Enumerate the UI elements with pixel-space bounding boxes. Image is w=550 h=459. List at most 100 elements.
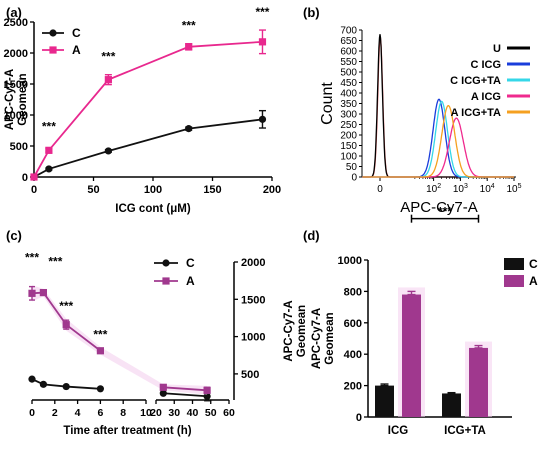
y-tick-label: 200	[340, 131, 357, 142]
data-point-C	[258, 115, 267, 123]
x-tick-label: 102	[426, 183, 441, 195]
y-tick-label: 0	[22, 172, 28, 184]
y-tick-label: 550	[340, 57, 357, 68]
x-axis-label: ICG cont (μM)	[115, 203, 191, 215]
y-axis-label: APC-Cy7-AGeomean	[283, 300, 308, 361]
legend-label: C	[186, 256, 195, 270]
data-point-C	[104, 147, 112, 155]
x-tick-label: 50	[205, 407, 217, 419]
x-tick-exponent: 3	[464, 183, 468, 190]
data-point-A	[104, 76, 112, 84]
x-tick-label: 103	[453, 183, 468, 195]
x-tick-label: 6	[97, 407, 103, 419]
panel-b-chart: 0501001502002503003504004505005506006507…	[319, 26, 530, 216]
y-tick-label: 800	[344, 286, 362, 298]
panel-a-chart: 0 500 1000 1500 2000 2500 0 50 100 150 200 ICG cont…	[4, 5, 282, 215]
x-tick-label: 105	[506, 183, 521, 195]
y-tick-label: 250	[340, 120, 357, 131]
x-tick-label: 20	[150, 407, 162, 419]
y-tick-label: 100	[340, 152, 357, 163]
y-tick-label: 500	[10, 141, 28, 153]
x-tick-label: 40	[187, 407, 199, 419]
legend-label: A	[72, 43, 81, 57]
x-tick-base: 10	[506, 184, 518, 195]
x-tick-exponent: 5	[518, 183, 522, 190]
legend-marker	[162, 277, 170, 285]
x-tick-base: 10	[426, 184, 438, 195]
y-tick-label: 500	[241, 369, 259, 381]
y-tick-label: 1000	[4, 110, 28, 122]
panel-a-tag: (a)	[6, 5, 22, 20]
y-tick-label: 1500	[4, 79, 28, 91]
x-tick-label: 100	[144, 184, 162, 196]
data-point-C	[39, 380, 48, 388]
panel-d-chart: 0 200 400 600 800 1000 APC-Cy7-AGeomean ICG ICG+…	[311, 205, 538, 437]
y-tick-label: 300	[340, 110, 357, 121]
x-tick-label: 0	[29, 407, 35, 419]
data-point-C	[45, 165, 53, 173]
legend-marker	[162, 259, 170, 267]
legend-label: A ICG	[471, 91, 501, 103]
data-point-C	[185, 125, 193, 133]
panel-b-tag: (b)	[303, 5, 320, 20]
data-point-A	[203, 386, 211, 394]
x-tick-label: 4	[75, 407, 81, 419]
data-point-A	[30, 173, 38, 181]
significance-marker: ***	[182, 19, 196, 33]
significance-marker: ***	[25, 251, 39, 265]
legend-label: C ICG	[470, 59, 501, 71]
x-tick-label: 200	[263, 184, 281, 196]
legend-marker	[49, 29, 57, 37]
significance-marker: ***	[48, 254, 62, 268]
x-category-label: ICG	[388, 425, 409, 437]
series-line-A	[163, 386, 208, 392]
x-tick-base: 0	[377, 184, 383, 195]
legend-label: A	[186, 274, 195, 288]
x-tick-label: 10	[140, 407, 152, 419]
y-tick-label: 0	[356, 412, 362, 424]
y-tick-label: 1000	[241, 332, 265, 344]
data-point-A	[62, 321, 70, 329]
significance-marker: ***	[42, 119, 56, 133]
y-tick-label: 150	[340, 141, 357, 152]
y-tick-label: 450	[340, 78, 357, 89]
y-tick-label: 0	[351, 173, 357, 184]
x-tick-label: 0	[377, 184, 383, 195]
y-axis-label-line: APC-Cy7-A	[283, 300, 295, 361]
legend-label: C	[72, 26, 81, 40]
y-tick-label: 2000	[4, 48, 28, 60]
bar-C-ICG+TA	[442, 393, 461, 417]
bar-C-ICG	[375, 385, 394, 417]
significance-marker: ***	[93, 328, 107, 342]
y-tick-label: 400	[340, 89, 357, 100]
x-tick-label: 50	[87, 184, 99, 196]
data-point-C	[159, 389, 167, 397]
y-axis-label-line: Geomean	[296, 305, 308, 357]
bar-A-ICG	[402, 294, 421, 417]
panel-c-tag: (c)	[6, 228, 22, 243]
y-tick-label: 700	[340, 26, 357, 37]
x-tick-label: 0	[31, 184, 37, 196]
series-line-C	[163, 392, 208, 398]
series-line-A	[33, 40, 263, 178]
legend-label: A	[529, 274, 538, 288]
x-tick-label: 2	[52, 407, 58, 419]
legend-label: C	[529, 257, 538, 271]
y-axis-label: APC-Cy7-AGeomean	[4, 69, 29, 130]
legend-label: U	[493, 43, 501, 55]
y-axis-label-line: APC-Cy7-A	[4, 69, 16, 130]
y-tick-label: 500	[340, 68, 357, 79]
data-point-A	[45, 146, 53, 154]
legend-swatch	[504, 275, 524, 287]
data-point-A	[185, 43, 193, 51]
y-tick-label: 50	[346, 162, 358, 173]
legend-marker	[49, 46, 57, 54]
x-axis-label: Time after treatment (h)	[63, 425, 191, 437]
y-tick-label: 1500	[241, 294, 265, 306]
y-axis-label: APC-Cy7-AGeomean	[311, 308, 336, 369]
y-tick-label: 350	[340, 99, 357, 110]
y-axis-label: Count	[319, 82, 336, 125]
data-point-A	[28, 289, 36, 297]
